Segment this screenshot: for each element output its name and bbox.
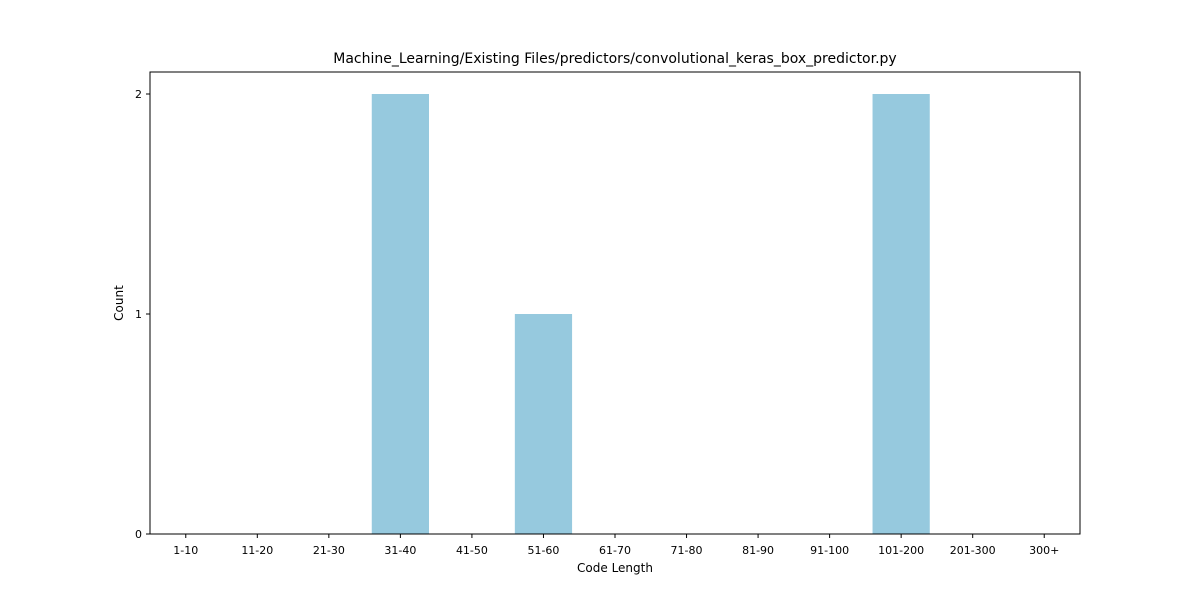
x-tick-label: 101-200: [878, 544, 924, 557]
x-tick-label: 81-90: [742, 544, 774, 557]
x-axis-label: Code Length: [577, 561, 653, 575]
y-tick-label: 1: [135, 308, 142, 321]
x-tick-label: 91-100: [810, 544, 849, 557]
x-tick-label: 201-300: [950, 544, 996, 557]
y-axis-label: Count: [112, 285, 126, 321]
x-tick-label: 41-50: [456, 544, 488, 557]
plot-frame: [150, 72, 1080, 534]
bars-layer: [372, 94, 930, 534]
x-tick-label: 71-80: [671, 544, 703, 557]
bar-51-60: [515, 314, 572, 534]
x-ticks-layer: 1-10 11-20 21-30 31-40 41-50 51-60 61-70 71-80 8…: [173, 534, 1059, 557]
bar-31-40: [372, 94, 429, 534]
chart-title: Machine_Learning/Existing Files/predicto…: [333, 51, 896, 67]
x-tick-label: 31-40: [384, 544, 416, 557]
x-tick-label: 61-70: [599, 544, 631, 557]
y-tick-label: 0: [135, 528, 142, 541]
x-tick-label: 51-60: [527, 544, 559, 557]
x-tick-label: 21-30: [313, 544, 345, 557]
y-tick-label: 2: [135, 88, 142, 101]
x-tick-label: 11-20: [241, 544, 273, 557]
bar-101-200: [873, 94, 930, 534]
x-tick-label: 1-10: [173, 544, 198, 557]
y-ticks-layer: 0 1 2: [135, 88, 150, 541]
x-tick-label: 300+: [1029, 544, 1059, 557]
